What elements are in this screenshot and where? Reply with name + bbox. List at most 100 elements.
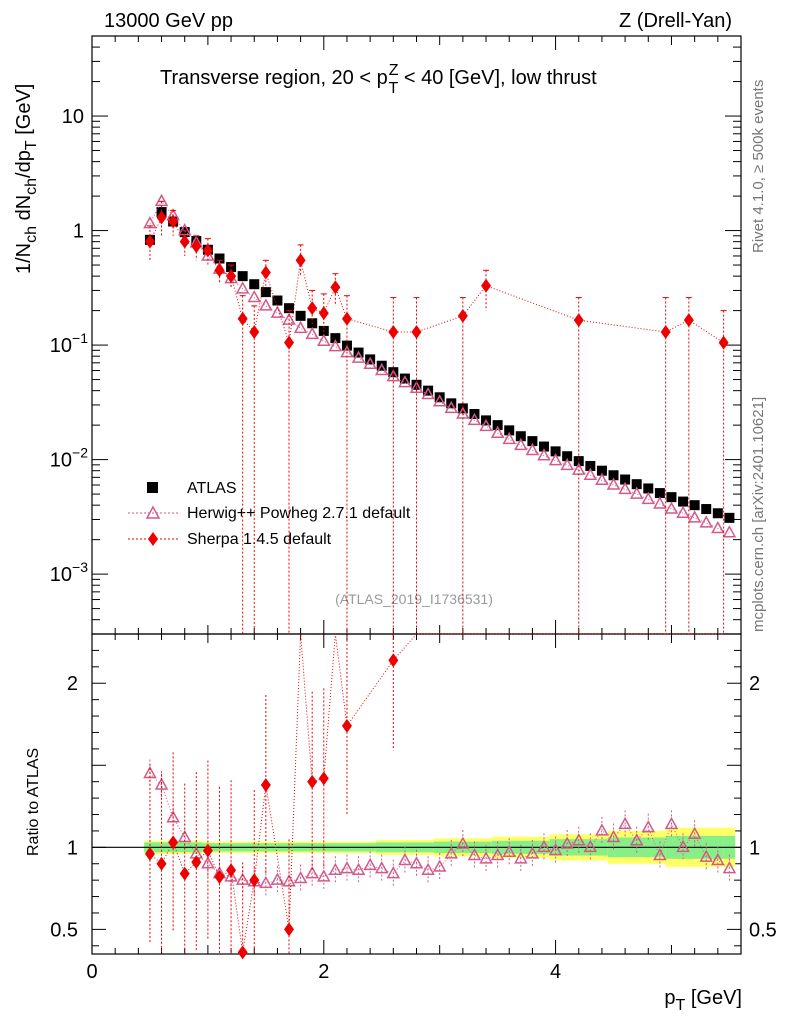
sherpa-point bbox=[156, 210, 167, 225]
herwig-ratio-point bbox=[421, 862, 435, 876]
sherpa-point bbox=[260, 265, 271, 280]
herwig-ratio-point bbox=[595, 823, 609, 836]
herwig-point bbox=[432, 394, 447, 407]
y-tick-base: 10 bbox=[50, 335, 72, 357]
y-tick-label: 10−3 bbox=[50, 559, 88, 586]
herwig-point bbox=[386, 369, 401, 382]
herwig-point bbox=[606, 477, 621, 490]
sherpa-point bbox=[284, 335, 295, 350]
herwig-line bbox=[149, 200, 730, 534]
legend-marker-sherpa bbox=[148, 532, 158, 546]
atlas-point bbox=[249, 279, 260, 290]
atlas-point bbox=[643, 483, 654, 494]
atlas-point bbox=[515, 431, 526, 442]
sherpa-point bbox=[341, 311, 352, 326]
y-tick-exponent: −2 bbox=[72, 445, 88, 461]
atlas-point bbox=[260, 287, 271, 298]
atlas-point bbox=[573, 456, 584, 467]
herwig-point bbox=[676, 505, 690, 519]
atlas-point bbox=[712, 508, 723, 519]
mcplots-label: mcplots.cern.ch [arXiv:2401.10621] bbox=[750, 397, 767, 632]
y-axis-label: 1/Nch dNch/dpT [GeV] bbox=[13, 84, 40, 274]
herwig-point bbox=[247, 290, 262, 303]
herwig-ratio-point bbox=[641, 820, 656, 833]
legend-label-herwig: Herwig++ Powheg 2.7.1 default bbox=[187, 505, 411, 522]
herwig-point bbox=[177, 223, 192, 236]
ylabel-sub-1: ch bbox=[23, 226, 40, 243]
herwig-point bbox=[154, 193, 169, 207]
herwig-ratio-point bbox=[548, 843, 563, 856]
header-left-title: 13000 GeV pp bbox=[104, 10, 233, 32]
herwig-ratio-point bbox=[328, 862, 343, 876]
herwig-ratio-point bbox=[699, 849, 714, 862]
herwig-ratio-point bbox=[676, 839, 690, 853]
atlas-point bbox=[504, 425, 515, 436]
herwig-ratio-point bbox=[571, 833, 586, 846]
sherpa-point bbox=[307, 301, 318, 316]
herwig-point bbox=[641, 491, 656, 505]
legend-marker-herwig bbox=[145, 505, 161, 519]
sherpa-ratio-point bbox=[307, 774, 318, 789]
ylabel-part-a: 1/N bbox=[13, 243, 35, 274]
x-tick-label: 0 bbox=[86, 961, 97, 983]
ratio-tick-label-left: 1 bbox=[67, 837, 78, 859]
ratio-uncertainty-band bbox=[92, 827, 741, 868]
ratio-tick-label-left: 2 bbox=[67, 673, 78, 695]
sherpa-point bbox=[388, 325, 399, 340]
atlas-point bbox=[678, 496, 689, 507]
atlas-point bbox=[550, 446, 561, 457]
sherpa-point bbox=[214, 263, 225, 278]
atlas-point bbox=[724, 512, 735, 523]
atlas-point bbox=[689, 500, 700, 511]
herwig-point bbox=[711, 520, 725, 534]
sherpa-point bbox=[718, 335, 729, 350]
analysis-watermark: (ATLAS_2019_I1736531) bbox=[335, 591, 493, 607]
ratio-y-axis-label: Ratio to ATLAS bbox=[25, 748, 42, 856]
atlas-point bbox=[272, 295, 283, 306]
herwig-ratio-point bbox=[305, 866, 319, 879]
ratio-tick-label-right: 0.5 bbox=[749, 919, 777, 941]
herwig-ratio-point bbox=[490, 847, 505, 861]
herwig-point bbox=[653, 496, 667, 509]
herwig-ratio-point bbox=[629, 833, 644, 846]
atlas-point bbox=[596, 465, 607, 476]
herwig-ratio-line bbox=[149, 773, 730, 884]
data-series bbox=[143, 193, 737, 960]
herwig-ratio-point bbox=[340, 861, 354, 874]
herwig-ratio-point bbox=[374, 861, 389, 874]
y-tick-label: 1 bbox=[73, 221, 84, 243]
sherpa-point bbox=[179, 234, 190, 249]
atlas-point bbox=[608, 470, 619, 481]
herwig-ratio-point bbox=[653, 847, 667, 861]
herwig-ratio-point bbox=[270, 872, 285, 885]
herwig-point bbox=[699, 515, 714, 528]
ylabel-sub-2: ch bbox=[23, 178, 40, 195]
atlas-point bbox=[701, 504, 712, 515]
herwig-point bbox=[421, 386, 435, 400]
xlabel-part-b: [GeV] bbox=[685, 987, 742, 1009]
herwig-ratio-point bbox=[456, 836, 470, 849]
sherpa-point bbox=[237, 311, 248, 326]
sherpa-ratio-point bbox=[191, 855, 202, 870]
atlas-point bbox=[411, 379, 422, 390]
x-tick-label: 2 bbox=[318, 961, 329, 983]
ylabel-part-b: dN bbox=[13, 195, 35, 226]
herwig-point bbox=[293, 320, 308, 334]
herwig-point bbox=[444, 400, 459, 414]
title-part-b: < 40 [GeV], low thrust bbox=[398, 67, 597, 89]
y-tick-exponent: −3 bbox=[72, 559, 88, 575]
herwig-ratio-point bbox=[537, 839, 551, 853]
herwig-ratio-point bbox=[618, 816, 632, 830]
ylabel-part-c: /dp bbox=[13, 150, 35, 178]
y-tick-label: 10 bbox=[62, 106, 84, 128]
y-tick-exponent: −1 bbox=[72, 330, 88, 346]
atlas-point bbox=[562, 451, 573, 462]
herwig-ratio-point bbox=[525, 846, 540, 859]
title-sup: Z bbox=[389, 62, 399, 79]
sherpa-point bbox=[457, 308, 468, 323]
legend-label-atlas: ATLAS bbox=[187, 480, 237, 497]
herwig-point bbox=[722, 525, 737, 538]
atlas-point bbox=[330, 333, 341, 344]
herwig-ratio-point bbox=[351, 862, 366, 876]
